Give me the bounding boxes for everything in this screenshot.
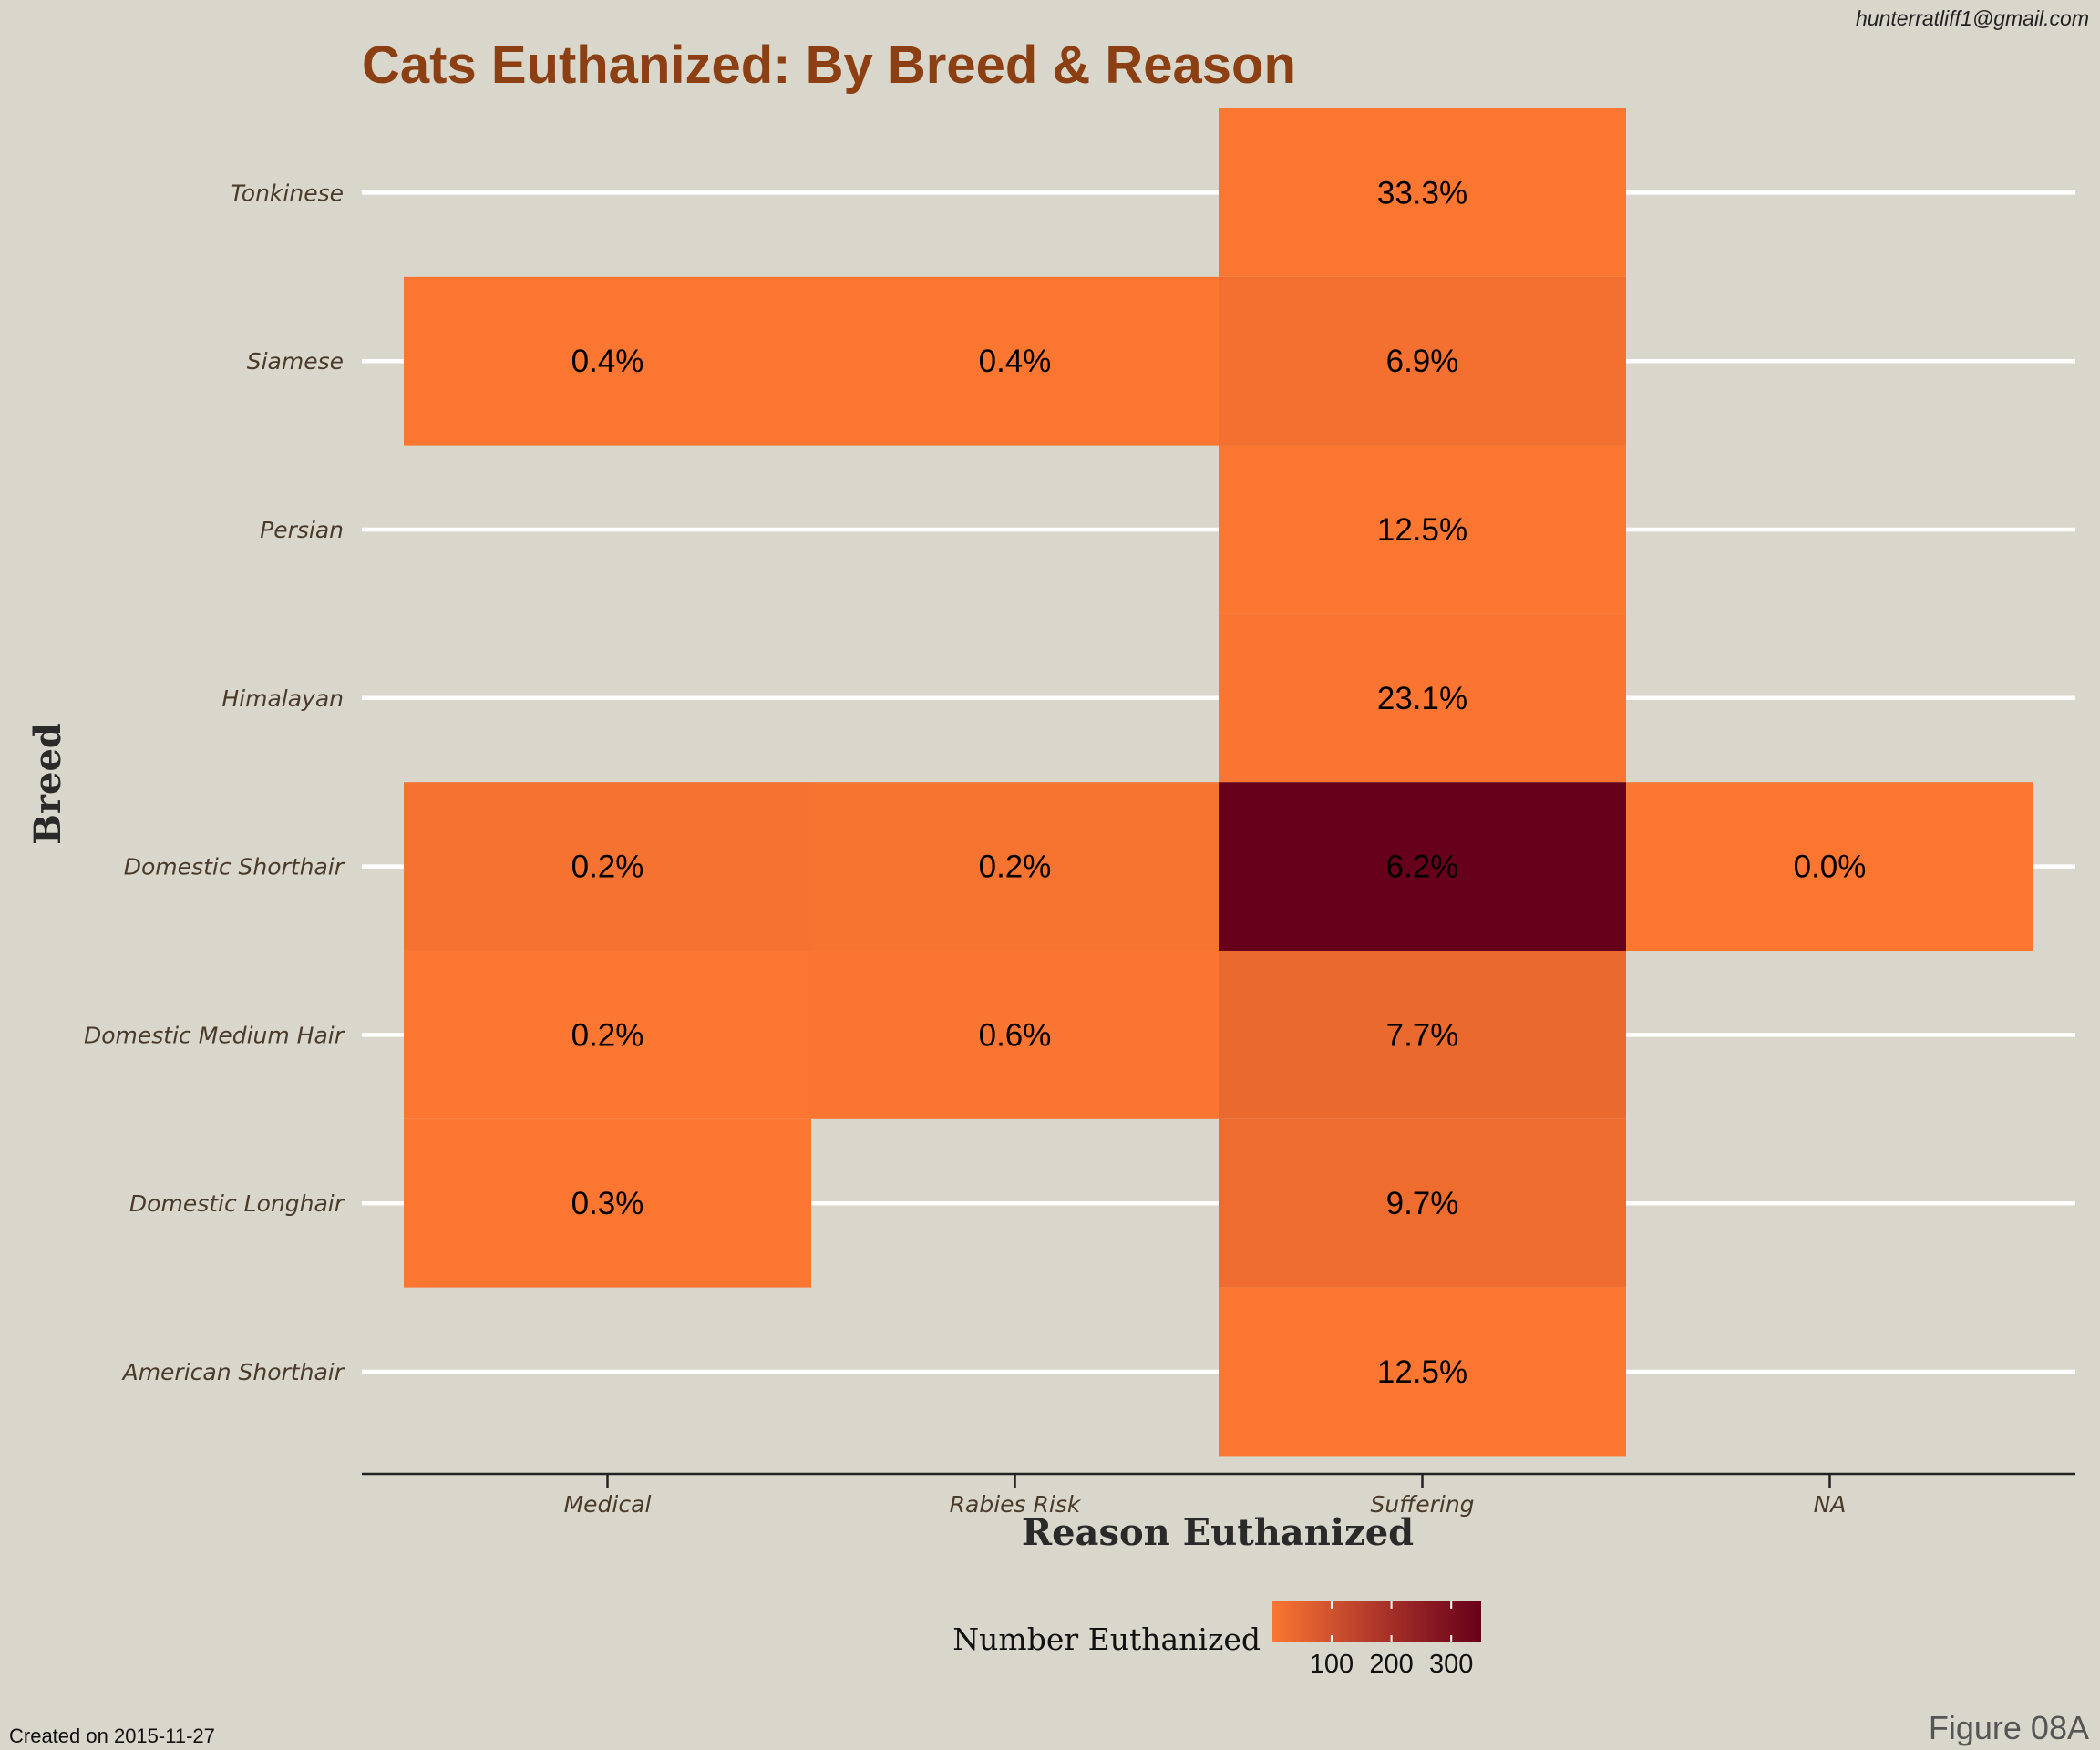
cell-label: 23.1% xyxy=(1377,681,1467,716)
heatmap-cell xyxy=(404,951,811,1119)
heatmap-cell xyxy=(1219,613,1626,783)
x-axis: Medical Rabies Risk Suffering NA xyxy=(362,1472,2075,1518)
legend-tick-label: 200 xyxy=(1369,1650,1413,1679)
x-tick-label: NA xyxy=(1814,1491,1847,1518)
y-axis-title: Breed xyxy=(26,723,69,845)
cell-label: 6.9% xyxy=(1386,344,1459,379)
cell-label: 6.2% xyxy=(1386,849,1459,885)
cell-label: 0.4% xyxy=(571,344,644,379)
y-tick-label: Himalayan xyxy=(221,685,344,712)
figure-label: Figure 08A xyxy=(1929,1709,2089,1746)
cell-label: 0.3% xyxy=(571,1186,644,1221)
x-tick-label: Medical xyxy=(564,1491,652,1518)
legend-tick-label: 300 xyxy=(1429,1650,1473,1679)
y-tick-label: Domestic Shorthair xyxy=(124,854,345,880)
cell-label: 33.3% xyxy=(1377,175,1467,211)
x-tick-label: Rabies Risk xyxy=(950,1491,1082,1518)
heatmap-cell xyxy=(811,276,1219,446)
heatmap-cell xyxy=(811,951,1219,1119)
heatmap-cell xyxy=(1219,108,1626,277)
cell-label: 0.4% xyxy=(979,344,1052,379)
heatmap-cell xyxy=(1219,1287,1626,1457)
cell-label: 0.2% xyxy=(571,849,644,885)
legend-colorbar xyxy=(1272,1601,1481,1642)
cell-label: 0.0% xyxy=(1794,849,1867,885)
x-tick-label: Suffering xyxy=(1370,1491,1474,1518)
y-tick-label: American Shorthair xyxy=(121,1359,345,1385)
heatmap-cell xyxy=(1219,1118,1626,1288)
heatmap-cell xyxy=(1219,445,1626,614)
cell-label: 9.7% xyxy=(1386,1186,1459,1221)
y-tick-label: Persian xyxy=(260,517,344,543)
x-axis-title: Reason Euthanized xyxy=(1022,1511,1414,1554)
cell-label: 0.2% xyxy=(571,1017,644,1053)
heatmap-cell xyxy=(1626,782,2033,951)
author-credit: hunterratliff1@gmail.com xyxy=(1856,6,2089,30)
cell-label: 0.2% xyxy=(979,849,1052,885)
heatmap-cell xyxy=(1219,276,1626,446)
cell-label: 7.7% xyxy=(1386,1017,1459,1053)
heatmap-cell xyxy=(404,1118,811,1288)
y-axis-tick-labels: Tonkinese Siamese Persian Himalayan Domestic… xyxy=(84,180,345,1385)
y-tick-label: Tonkinese xyxy=(231,180,344,206)
heatmap-cell xyxy=(404,782,811,951)
cell-label: 12.5% xyxy=(1377,512,1467,548)
legend-tick-label: 100 xyxy=(1310,1650,1354,1679)
heatmap-cells xyxy=(404,108,2033,1457)
heatmap-cell xyxy=(1219,951,1626,1119)
heatmap-cell xyxy=(404,276,811,446)
legend-title: Number Euthanized xyxy=(952,1621,1261,1657)
cell-label: 12.5% xyxy=(1377,1354,1467,1390)
cell-label: 0.6% xyxy=(979,1017,1052,1053)
chart-title: Cats Euthanized: By Breed & Reason xyxy=(362,36,1296,95)
heatmap-cell xyxy=(1219,782,1626,951)
y-tick-label: Domestic Medium Hair xyxy=(84,1022,345,1048)
y-tick-label: Domestic Longhair xyxy=(129,1190,345,1217)
heatmap-cell xyxy=(811,782,1219,951)
color-legend: Number Euthanized 100 200 300 xyxy=(952,1601,1481,1679)
heatmap-cell-labels: 33.3% 0.4% 0.4% 6.9% 12.5% 23.1% 0.2% 0.2% 6.2% 0… xyxy=(571,175,1867,1390)
y-tick-label: Siamese xyxy=(247,348,344,375)
created-date: Created on 2015-11-27 xyxy=(9,1724,215,1747)
